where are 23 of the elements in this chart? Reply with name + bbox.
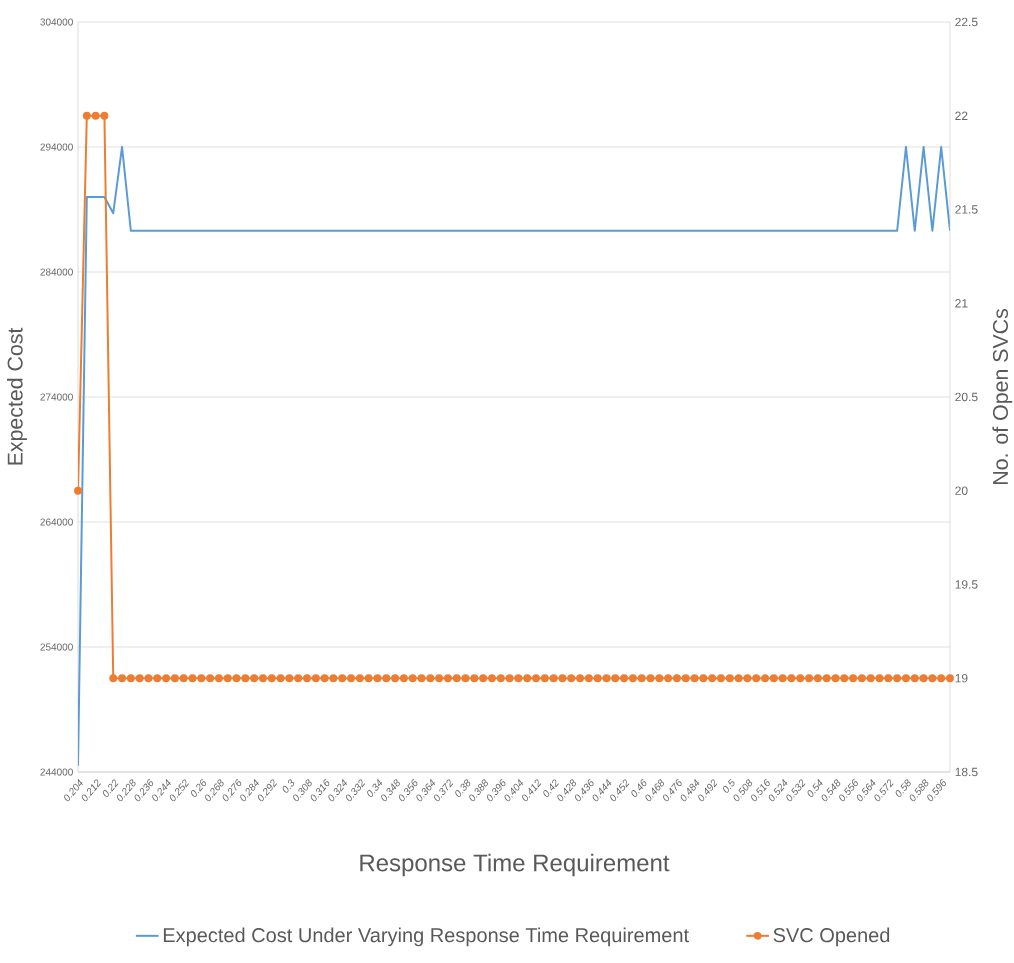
y2-tick-label: 20 (955, 486, 968, 495)
y-tick-label: 254000 (40, 643, 73, 651)
y-tick-label: 304000 (40, 18, 73, 26)
x-tick-label: 0.3 (282, 779, 295, 793)
y2-tick-label: 22.5 (955, 17, 978, 27)
y-tick-label: 284000 (40, 268, 73, 276)
y2-tick-label: 20.5 (955, 392, 978, 402)
y-tick-label: 264000 (40, 518, 73, 526)
y2-tick-label: 19 (955, 673, 968, 683)
x-tick-label: 0.5 (723, 778, 735, 793)
x-axis-title: Response Time Requirement (360, 853, 670, 877)
y-tick-label: 274000 (40, 393, 73, 401)
y2-axis-title: No. of Open SVCs (992, 309, 1013, 484)
legend-label: Expected Cost Under Varying Response Time Requirement (163, 927, 689, 947)
y-tick-label: 294000 (40, 143, 73, 151)
y2-tick-label: 18.5 (955, 767, 978, 777)
y-tick-label: 244000 (40, 768, 73, 776)
y-axis-title: Expected Cost (7, 327, 27, 465)
y2-tick-label: 21 (955, 299, 968, 308)
y2-tick-label: 19.5 (955, 580, 978, 589)
y2-tick-label: 21.5 (955, 205, 978, 214)
legend-label: SVC Opened (773, 927, 890, 947)
y2-tick-label: 22 (955, 111, 968, 120)
